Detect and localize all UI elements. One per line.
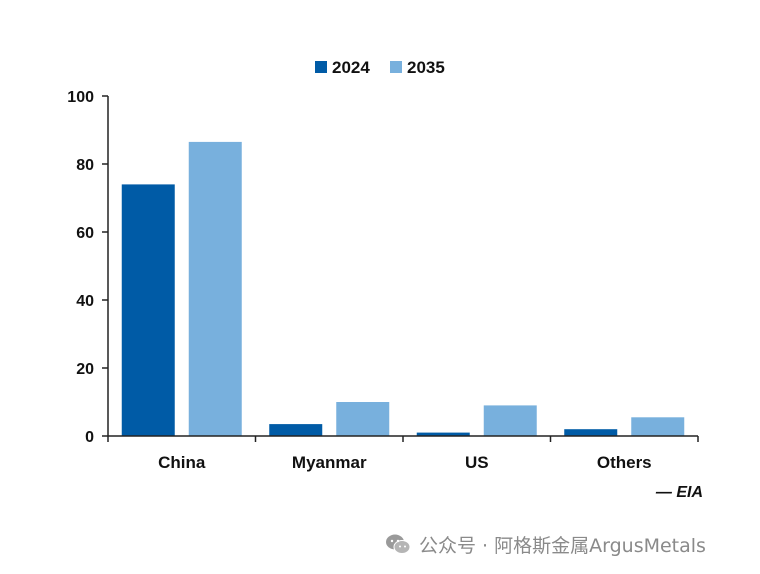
legend-label: 2024 — [332, 58, 370, 77]
bar-us-2024 — [416, 432, 470, 436]
bar-myanmar-2035 — [336, 402, 390, 436]
y-tick-label: 40 — [76, 293, 94, 310]
bar-us-2035 — [483, 405, 537, 436]
y-tick-label: 0 — [85, 429, 94, 446]
y-tick-label: 80 — [76, 157, 94, 174]
watermark: 公众号 · 阿格斯金属ArgusMetals — [385, 531, 706, 557]
x-axis: China Myanmar US Others — [107, 435, 699, 472]
legend-label: 2035 — [407, 58, 445, 77]
source-label: — EIA — [655, 484, 703, 501]
x-tick-label: China — [158, 453, 206, 472]
watermark-text: 公众号 · 阿格斯金属ArgusMetals — [419, 534, 706, 557]
bar-china-2035 — [188, 141, 242, 436]
bars — [121, 141, 685, 436]
y-tick-label: 60 — [76, 225, 94, 242]
bar-others-2024 — [564, 429, 618, 436]
bar-china-2024 — [121, 184, 175, 436]
legend-swatch — [315, 61, 327, 73]
legend-swatch — [390, 61, 402, 73]
bar-others-2035 — [631, 417, 685, 436]
x-tick-label: Others — [597, 453, 652, 472]
wechat-icon — [386, 534, 411, 554]
legend: 2024 2035 — [315, 58, 445, 77]
x-tick-label: US — [465, 453, 489, 472]
bar-myanmar-2024 — [269, 424, 323, 436]
y-tick-label: 20 — [76, 361, 94, 378]
y-axis: 0 20 40 60 80 100 — [67, 89, 109, 446]
y-tick-label: 100 — [67, 89, 94, 106]
x-tick-label: Myanmar — [292, 453, 367, 472]
